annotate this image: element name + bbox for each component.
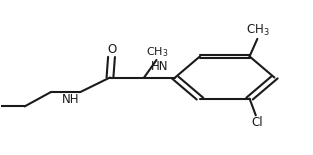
Text: CH$_3$: CH$_3$ bbox=[146, 45, 168, 59]
Text: Cl: Cl bbox=[252, 116, 263, 129]
Text: NH: NH bbox=[61, 93, 79, 106]
Text: HN: HN bbox=[151, 60, 168, 73]
Text: O: O bbox=[107, 43, 116, 56]
Text: CH$_3$: CH$_3$ bbox=[246, 23, 270, 38]
